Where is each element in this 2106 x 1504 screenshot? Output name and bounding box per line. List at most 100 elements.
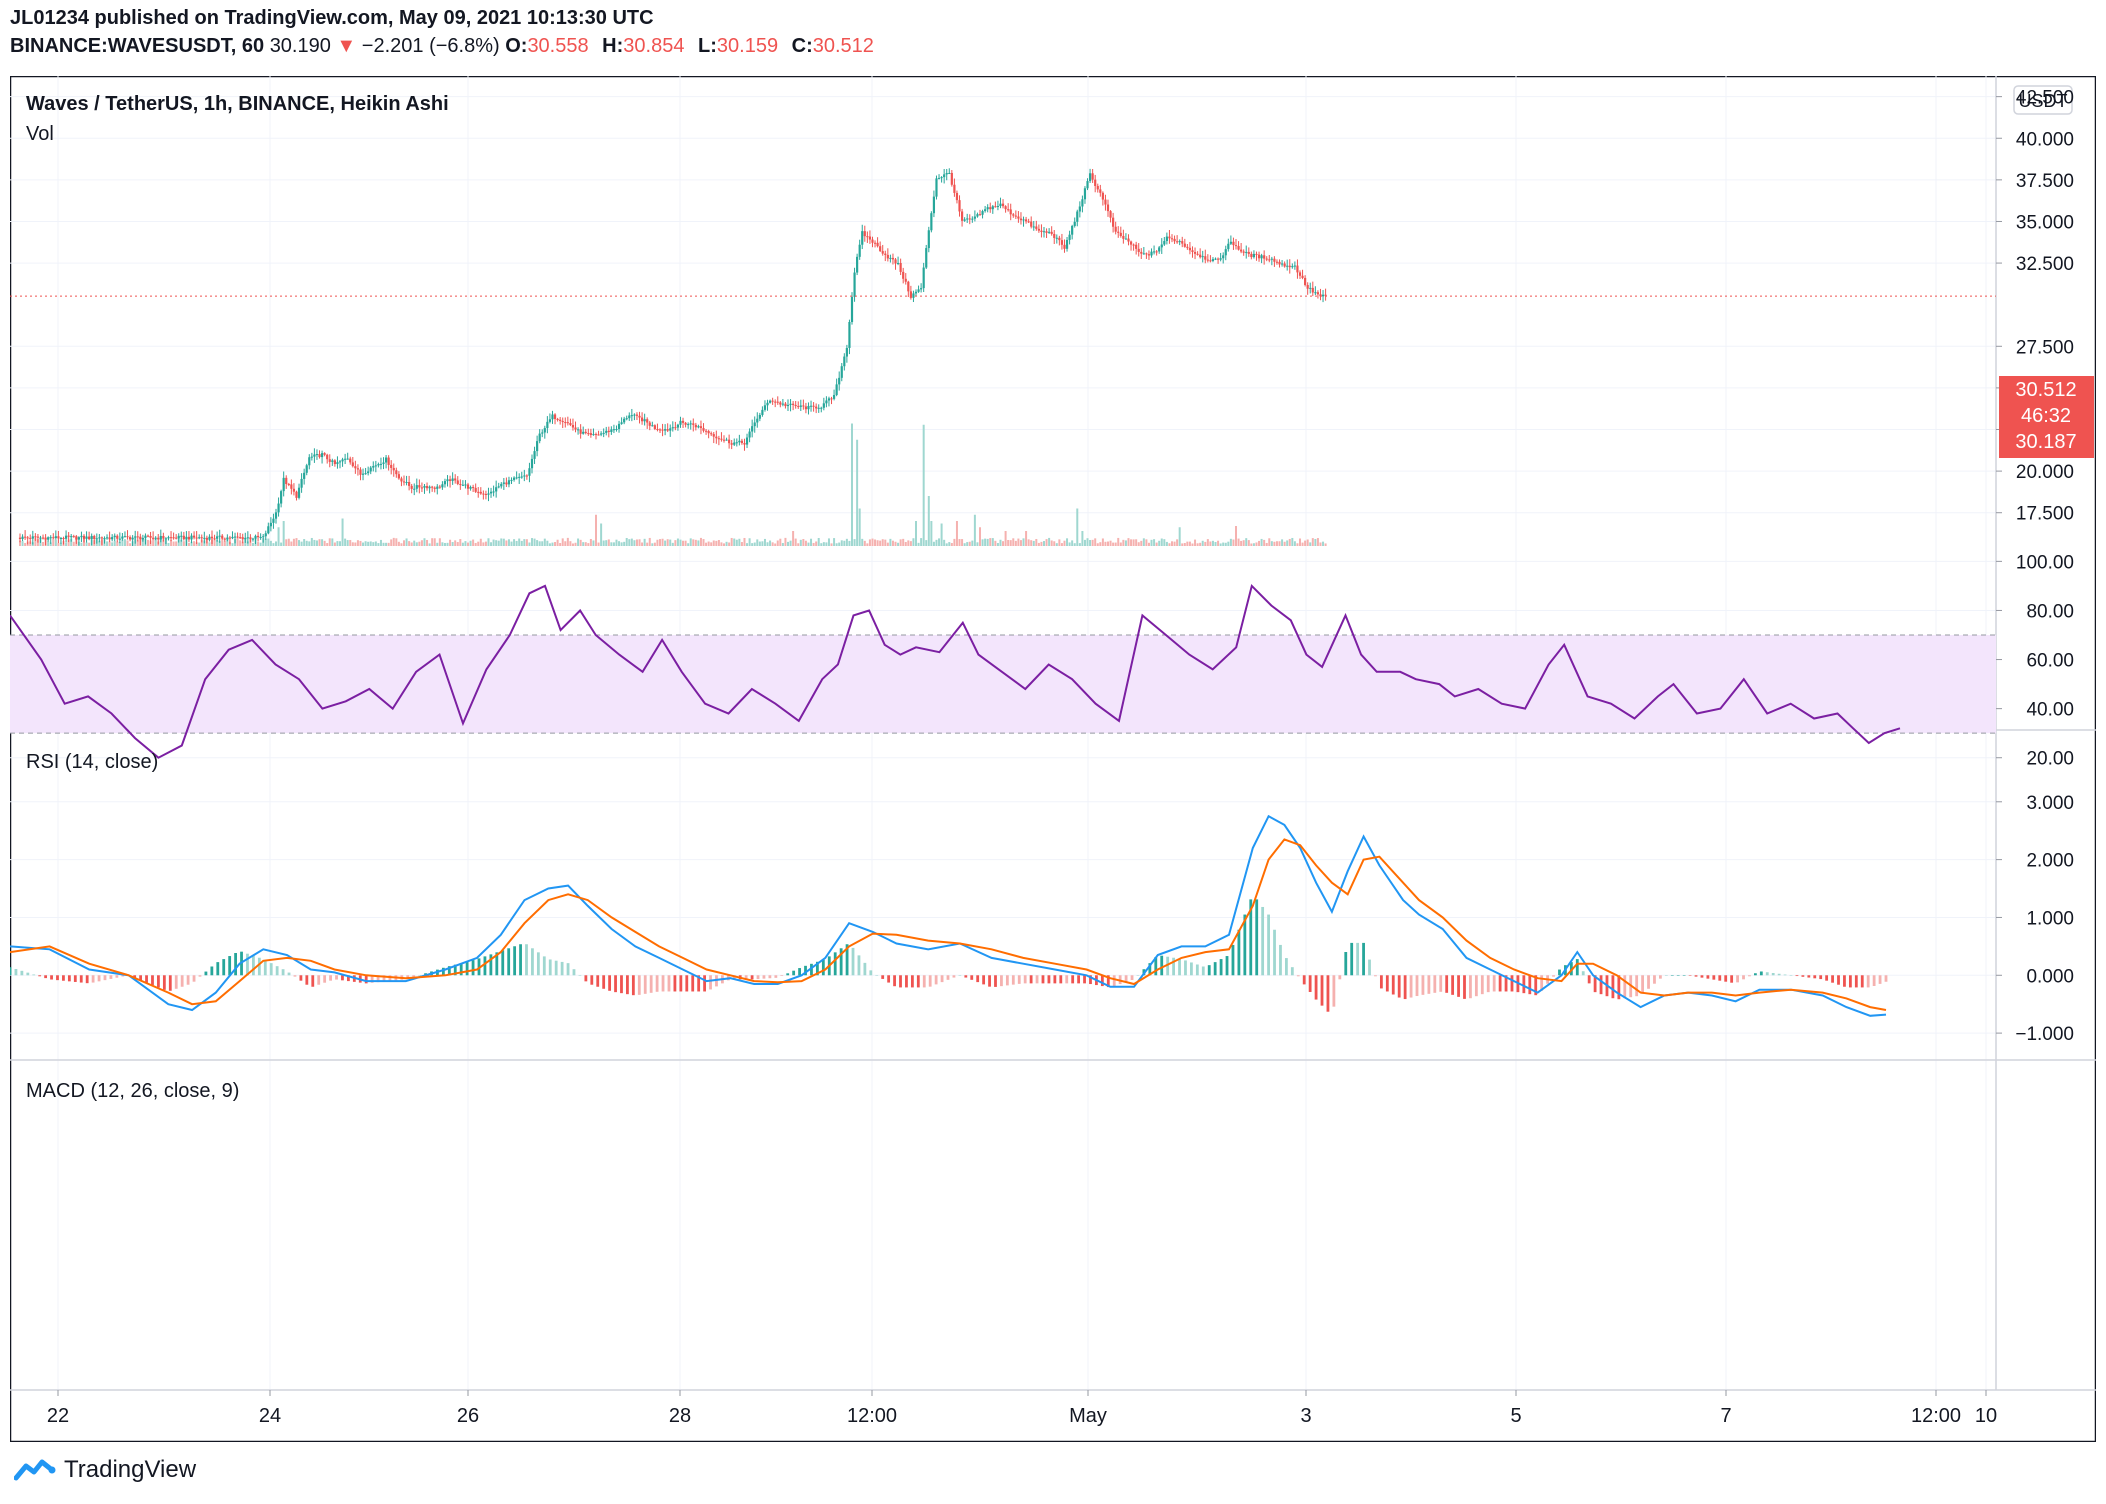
chart-area[interactable]: Waves / TetherUS, 1h, BINANCE, Heikin As…	[10, 76, 2096, 1442]
candle-body	[710, 433, 713, 435]
macd-histogram-bar	[341, 975, 344, 981]
volume-bar	[907, 540, 910, 546]
volume-bar	[1316, 538, 1319, 546]
price-axis[interactable]: USDT 42.500 40.000 37.500 35.000 32.500 27.50…	[1996, 85, 2094, 1045]
volume-bar	[1291, 537, 1294, 546]
macd-histogram-bar	[1017, 975, 1021, 984]
footer: TradingView	[14, 1456, 196, 1484]
candle-body	[1160, 244, 1163, 248]
rsi-pane[interactable]: RSI (14, close)	[10, 583, 1996, 773]
volume-bar	[799, 539, 802, 546]
macd-histogram-bar	[1100, 975, 1104, 987]
volume-bar	[438, 538, 441, 546]
volume-bar	[67, 539, 70, 546]
volume-bar	[390, 539, 393, 546]
candle-body	[88, 536, 91, 540]
time-axis[interactable]: 22 24 26 28 12:00 May 3 5 7 12:00 10	[47, 1390, 1997, 1427]
volume-bar	[1135, 539, 1138, 546]
candle-body	[784, 403, 787, 407]
candle-body	[761, 409, 764, 415]
macd-histogram-bar	[91, 975, 95, 983]
ohlc-low-value: 30.159	[716, 35, 779, 57]
macd-histogram-bar	[1872, 975, 1876, 987]
candle-body	[1293, 265, 1296, 267]
candle-body	[364, 473, 367, 475]
macd-histogram-bar	[1243, 914, 1247, 976]
candlestick-series	[18, 168, 1327, 546]
candle-body	[684, 422, 687, 425]
macd-histogram-bar	[922, 975, 926, 988]
candle-body	[584, 431, 587, 434]
volume-bar	[72, 541, 75, 546]
volume-bar	[451, 542, 454, 546]
macd-histogram-bar	[774, 975, 778, 978]
unit-badge[interactable]	[2013, 85, 2073, 115]
candle-body	[945, 173, 948, 175]
candle-body	[743, 443, 746, 445]
macd-histogram-bar	[1005, 975, 1009, 986]
volume-bar	[1081, 531, 1084, 546]
volume-bar	[1130, 539, 1133, 546]
macd-histogram-bar	[1474, 975, 1478, 997]
volume-bar	[559, 543, 562, 546]
volume-bar	[1096, 543, 1099, 546]
macd-histogram-bar	[1029, 975, 1033, 984]
volume-bar	[935, 539, 938, 546]
volume-bar	[141, 538, 144, 546]
candle-body	[510, 479, 513, 481]
candle-body	[730, 443, 733, 445]
volume-bar	[513, 539, 516, 546]
macd-histogram-bar	[406, 975, 410, 979]
volume-bar	[1053, 541, 1056, 546]
candle-body	[77, 537, 80, 540]
candle-body	[620, 422, 623, 424]
candle-body	[454, 478, 457, 481]
macd-histogram-bar	[786, 973, 790, 976]
volume-bar	[728, 542, 731, 546]
macd-histogram-bar	[1510, 975, 1514, 992]
volume-bar	[597, 542, 600, 546]
candle-body	[47, 537, 50, 540]
volume-bar	[561, 538, 564, 546]
candle-body	[948, 172, 951, 174]
volume-bar	[195, 542, 198, 546]
candle-body	[118, 538, 121, 540]
candle-body	[300, 478, 303, 488]
macd-histogram-bar	[1492, 975, 1496, 992]
price-pane[interactable]: Waves / TetherUS, 1h, BINANCE, Heikin As…	[10, 93, 1996, 546]
candle-body	[827, 398, 831, 401]
rsi-tick-label: 60.00	[2026, 651, 2074, 672]
macd-histogram-bar	[548, 959, 552, 976]
candle-body	[625, 418, 628, 420]
ohlc-low-key: L:	[698, 35, 717, 57]
candle-body	[272, 518, 275, 523]
macd-histogram-bar	[364, 975, 368, 984]
macd-histogram-bar	[501, 950, 505, 976]
volume-bar	[602, 540, 605, 546]
volume-bar	[264, 538, 267, 546]
volume-bar	[940, 523, 943, 546]
volume-bar	[65, 542, 68, 546]
candle-body	[1040, 230, 1043, 233]
macd-histogram-bar	[1753, 973, 1757, 976]
volume-bar	[282, 521, 285, 546]
volume-bar	[1224, 542, 1227, 546]
macd-histogram-bar	[323, 975, 327, 983]
candle-body	[31, 536, 34, 539]
volume-bar	[1171, 541, 1173, 546]
macd-histogram-bar	[667, 975, 671, 992]
candle-body	[863, 231, 866, 237]
candle-body	[295, 491, 298, 498]
candle-body	[658, 429, 662, 431]
volume-bar	[251, 542, 254, 546]
candle-body	[1158, 247, 1161, 252]
time-tick-label: 24	[259, 1405, 281, 1427]
volume-bar	[723, 543, 725, 546]
macd-pane[interactable]: MACD (12, 26, close, 9)	[10, 814, 1888, 1102]
volume-bar	[738, 538, 741, 546]
candle-body	[602, 432, 605, 434]
candle-body	[907, 281, 910, 292]
volume-bar	[354, 542, 357, 546]
candle-body	[379, 463, 383, 465]
volume-bar	[420, 540, 423, 546]
